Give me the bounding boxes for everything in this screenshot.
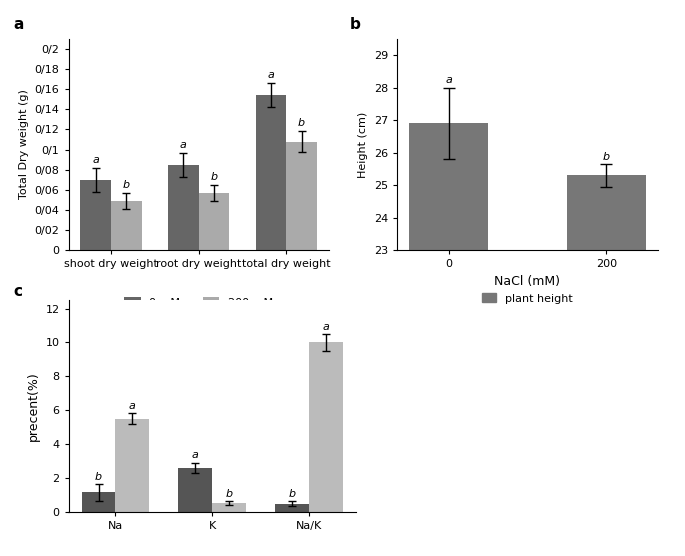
- Legend: plant height: plant height: [478, 289, 577, 308]
- Text: a: a: [180, 140, 187, 150]
- Bar: [82, 492, 116, 512]
- Text: a: a: [192, 450, 199, 460]
- Bar: [80, 180, 111, 250]
- Text: b: b: [288, 489, 296, 499]
- Bar: [256, 95, 286, 250]
- Text: b: b: [298, 118, 306, 128]
- Bar: [179, 468, 212, 512]
- Y-axis label: precent(%): precent(%): [27, 371, 40, 441]
- Text: b: b: [210, 172, 218, 182]
- Bar: [116, 419, 149, 512]
- Text: a: a: [323, 322, 329, 332]
- Bar: [286, 142, 317, 250]
- Text: b: b: [95, 471, 102, 481]
- Text: b: b: [349, 17, 360, 32]
- Text: a: a: [129, 401, 136, 411]
- Legend: 0 mM, 200 mM: 0 mM, 200 mM: [133, 554, 292, 556]
- Text: b: b: [226, 489, 233, 499]
- Y-axis label: Height (cm): Height (cm): [358, 111, 369, 178]
- Bar: [409, 123, 488, 556]
- Bar: [567, 176, 646, 556]
- Text: c: c: [14, 284, 23, 299]
- X-axis label: NaCl (mM): NaCl (mM): [495, 275, 560, 288]
- Text: a: a: [445, 76, 452, 86]
- Bar: [275, 504, 309, 512]
- Text: b: b: [603, 152, 610, 162]
- Text: a: a: [92, 155, 99, 165]
- Bar: [168, 165, 199, 250]
- Text: a: a: [14, 17, 24, 32]
- Y-axis label: Total Dry weight (g): Total Dry weight (g): [19, 90, 29, 200]
- Bar: [309, 342, 343, 512]
- Text: b: b: [123, 180, 130, 190]
- Legend: 0 mM, 200 mM: 0 mM, 200 mM: [119, 293, 278, 312]
- Bar: [111, 201, 142, 250]
- Text: a: a: [268, 70, 275, 80]
- Bar: [199, 193, 229, 250]
- Bar: [212, 503, 246, 512]
